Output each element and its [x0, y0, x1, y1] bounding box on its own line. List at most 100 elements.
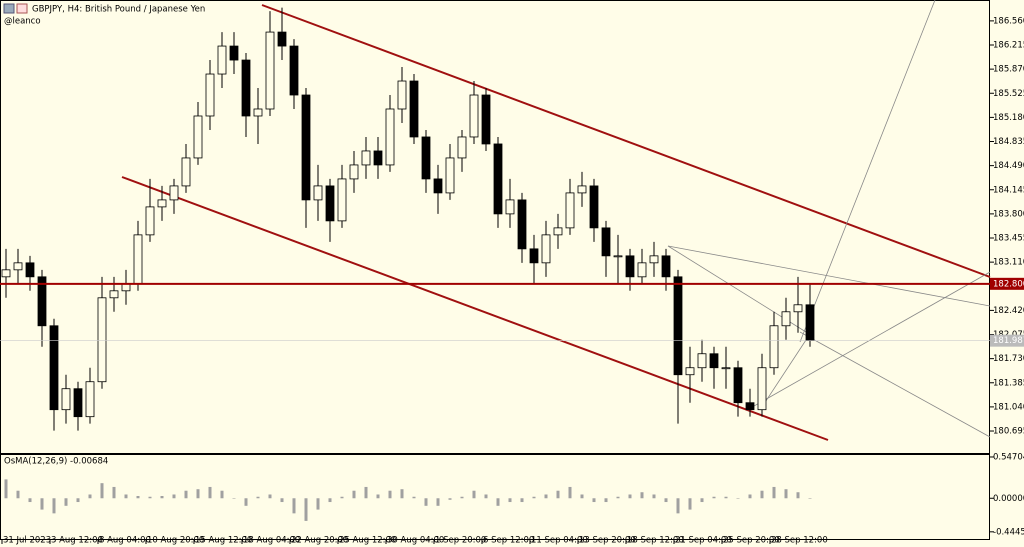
candle-body	[37, 276, 47, 327]
histogram-bar	[40, 498, 44, 510]
candle-body	[445, 157, 455, 194]
histogram-bar	[460, 496, 464, 499]
candle-body	[61, 388, 71, 411]
x-tick-label: 13 Sep 20:00	[579, 536, 636, 546]
histogram-bar	[136, 496, 140, 499]
trend-line	[261, 4, 991, 278]
candle-body	[277, 31, 287, 47]
candle-body	[625, 255, 635, 278]
candle-body	[229, 45, 239, 61]
histogram-bar	[784, 489, 788, 499]
candle-body	[73, 388, 83, 418]
candle-body	[541, 234, 551, 264]
histogram-bar	[472, 490, 476, 499]
y-tick-label: 183.110	[993, 258, 1024, 268]
histogram-bar	[208, 486, 212, 499]
histogram-bar	[688, 498, 692, 510]
histogram-bar	[364, 486, 368, 499]
candle-body	[241, 59, 251, 117]
candle-body	[193, 115, 203, 159]
candle-body	[205, 73, 215, 117]
main-panel	[0, 0, 990, 454]
y-tick-label: 183.800	[993, 209, 1024, 219]
candle-body	[649, 255, 659, 264]
x-tick-label: 6 Sep 12:00	[483, 536, 534, 546]
histogram-bar	[796, 492, 800, 499]
histogram-bar	[448, 498, 452, 500]
candle-body	[577, 185, 587, 194]
indicator-label: OsMA(12,26,9) -0.00684	[4, 457, 108, 467]
candle-body	[553, 227, 563, 236]
histogram-bar	[388, 490, 392, 499]
histogram-bar	[556, 490, 560, 499]
histogram-bar	[112, 486, 116, 499]
candle-body	[793, 304, 803, 313]
candle-body	[517, 199, 527, 250]
candle-body	[133, 234, 143, 285]
histogram-bar	[124, 494, 128, 499]
histogram-bar	[88, 494, 92, 499]
histogram-bar	[52, 498, 56, 514]
trend-line	[759, 339, 807, 411]
candle-body	[97, 297, 107, 383]
candle-body	[397, 80, 407, 110]
price-tag	[990, 277, 1024, 290]
candle-body	[109, 290, 119, 299]
candle-body	[481, 94, 491, 145]
candle-body	[49, 325, 59, 411]
histogram-bar	[568, 486, 572, 499]
histogram-bar	[436, 498, 440, 506]
histogram-bar	[292, 498, 296, 514]
candle-body	[697, 353, 707, 369]
candle-body	[565, 192, 575, 229]
icon	[16, 3, 28, 14]
channel-lines	[121, 4, 991, 441]
candle-body	[469, 94, 479, 138]
x-tick-label: 18 Sep 12:00	[627, 536, 684, 546]
histogram-bar	[652, 494, 656, 499]
candle-body	[289, 45, 299, 96]
candle-body	[1, 269, 11, 278]
y-tick-label: 0.00000	[993, 494, 1024, 504]
y-tick-label: 185.180	[993, 113, 1024, 123]
candle-body	[25, 262, 35, 278]
histogram-bar	[340, 496, 344, 499]
y-tick-label: 181.040	[993, 402, 1024, 412]
histogram-bar	[352, 490, 356, 499]
histogram-bar	[808, 498, 812, 499]
x-tick-label: 25 Sep 20:00	[723, 536, 780, 546]
histogram-bar	[760, 490, 764, 499]
x-tick-label: 18 Aug 04:00	[243, 536, 300, 546]
x-tick-label: 15 Aug 12:00	[195, 536, 252, 546]
histogram-bar	[64, 498, 68, 506]
histogram-bar	[676, 498, 680, 514]
y-tick-label: 184.490	[993, 161, 1024, 171]
candle-body	[253, 108, 263, 117]
histogram-bar	[328, 498, 332, 503]
trend-line	[746, 271, 991, 411]
price-tag-label: 181.987	[993, 336, 1024, 346]
chart-title: GBPJPY, H4: British Pound / Japanese Yen	[32, 5, 205, 15]
trend-line	[121, 176, 829, 441]
candle-body	[301, 94, 311, 201]
candle-body	[721, 367, 731, 370]
candle-body	[493, 143, 503, 215]
histogram-bar	[712, 496, 716, 499]
histogram-bar	[220, 490, 224, 499]
x-tick-label: 30 Aug 04:00	[387, 536, 444, 546]
histogram-bar	[100, 483, 104, 499]
histogram-bar	[580, 494, 584, 499]
candle-body	[421, 136, 431, 180]
candle-body	[145, 206, 155, 236]
histogram-bar	[256, 496, 260, 499]
candle-body	[169, 185, 179, 201]
x-tick-label: 11 Sep 04:00	[531, 536, 588, 546]
price-tag-label: 182.800	[993, 279, 1024, 289]
histogram-bar	[160, 496, 164, 499]
trend-line	[799, 331, 991, 438]
histogram-bar	[772, 486, 776, 499]
histogram-bar	[592, 498, 596, 503]
candle-body	[637, 262, 647, 278]
histogram-bar	[616, 496, 620, 499]
